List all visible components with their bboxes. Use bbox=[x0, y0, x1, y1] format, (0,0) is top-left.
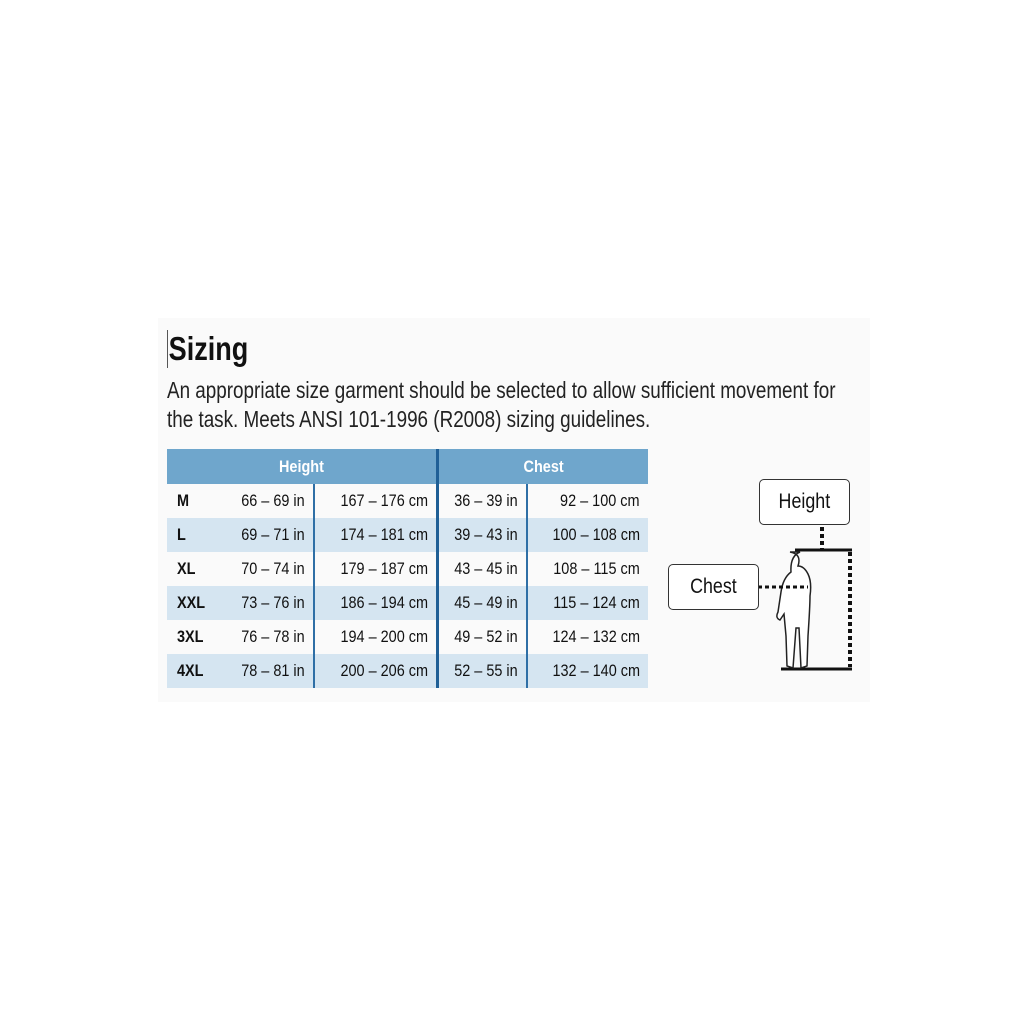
table-row: 4XL 78 – 81 in 200 – 206 cm 52 – 55 in 132 –… bbox=[167, 654, 649, 688]
table-row: L 69 – 71 in 174 – 181 cm 39 – 43 in 100 – 1… bbox=[167, 518, 649, 552]
height-label-box: Height bbox=[759, 479, 850, 525]
chest-cm-cell: 100 – 108 cm bbox=[526, 518, 649, 552]
chest-in-cell: 45 – 49 in bbox=[435, 586, 528, 620]
chest-cm-cell: 108 – 115 cm bbox=[526, 552, 649, 586]
chest-cm-cell: 115 – 124 cm bbox=[526, 586, 649, 620]
header-chest: Chest bbox=[435, 449, 649, 484]
size-cell: M bbox=[177, 491, 190, 510]
chest-in-cell: 52 – 55 in bbox=[435, 654, 528, 688]
table-row: 3XL 76 – 78 in 194 – 200 cm 49 – 52 in 124 –… bbox=[167, 620, 649, 654]
chest-in-cell: 49 – 52 in bbox=[435, 620, 528, 654]
size-cell: 4XL bbox=[167, 654, 222, 688]
size-cell: XXL bbox=[167, 586, 222, 620]
chest-cm-cell: 92 – 100 cm bbox=[526, 484, 649, 518]
height-cm-cell: 179 – 187 cm bbox=[312, 552, 438, 586]
height-indicator bbox=[781, 520, 852, 671]
chest-cm-cell: 124 – 132 cm bbox=[526, 620, 649, 654]
table-row: XXL 73 – 76 in 186 – 194 cm 45 – 49 in 115 –… bbox=[167, 586, 649, 620]
height-in-cell: 76 – 78 in bbox=[241, 627, 305, 646]
measurement-figure bbox=[758, 520, 852, 671]
chest-cm-cell: 132 – 140 cm bbox=[526, 654, 649, 688]
height-cm-cell: 167 – 176 cm bbox=[312, 484, 438, 518]
table-row: M 66 – 69 in 167 – 176 cm 36 – 39 in 92 – 10… bbox=[167, 484, 649, 518]
chest-label-box: Chest bbox=[668, 564, 759, 610]
size-table: Height Chest M 66 – 69 in 167 – 176 cm 36 –… bbox=[167, 449, 649, 688]
description-line: An appropriate size garment should be se… bbox=[167, 377, 836, 403]
page-title: Sizing bbox=[167, 330, 249, 368]
height-cm-cell: 200 – 206 cm bbox=[312, 654, 438, 688]
height-in-cell: 70 – 74 in bbox=[241, 559, 305, 578]
size-cell: 3XL bbox=[177, 627, 204, 646]
chest-in-cell: 43 – 45 in bbox=[435, 552, 528, 586]
height-in-cell: 73 – 76 in bbox=[222, 586, 314, 620]
header-height: Height bbox=[167, 449, 438, 484]
height-cm-cell: 186 – 194 cm bbox=[312, 586, 438, 620]
size-cell: XL bbox=[177, 559, 196, 578]
height-cm-cell: 194 – 200 cm bbox=[312, 620, 438, 654]
height-in-cell: 69 – 71 in bbox=[222, 518, 314, 552]
chest-in-cell: 39 – 43 in bbox=[435, 518, 528, 552]
size-cell: L bbox=[167, 518, 222, 552]
table-row: XL 70 – 74 in 179 – 187 cm 43 – 45 in 108 – … bbox=[167, 552, 649, 586]
person-silhouette-icon bbox=[776, 551, 812, 670]
description-line: the task. Meets ANSI 101-1996 (R2008) si… bbox=[167, 406, 651, 432]
description: An appropriate size garment should be se… bbox=[167, 376, 836, 434]
height-in-cell: 66 – 69 in bbox=[241, 491, 305, 510]
chest-in-cell: 36 – 39 in bbox=[435, 484, 528, 518]
height-cm-cell: 174 – 181 cm bbox=[312, 518, 438, 552]
height-in-cell: 78 – 81 in bbox=[222, 654, 314, 688]
